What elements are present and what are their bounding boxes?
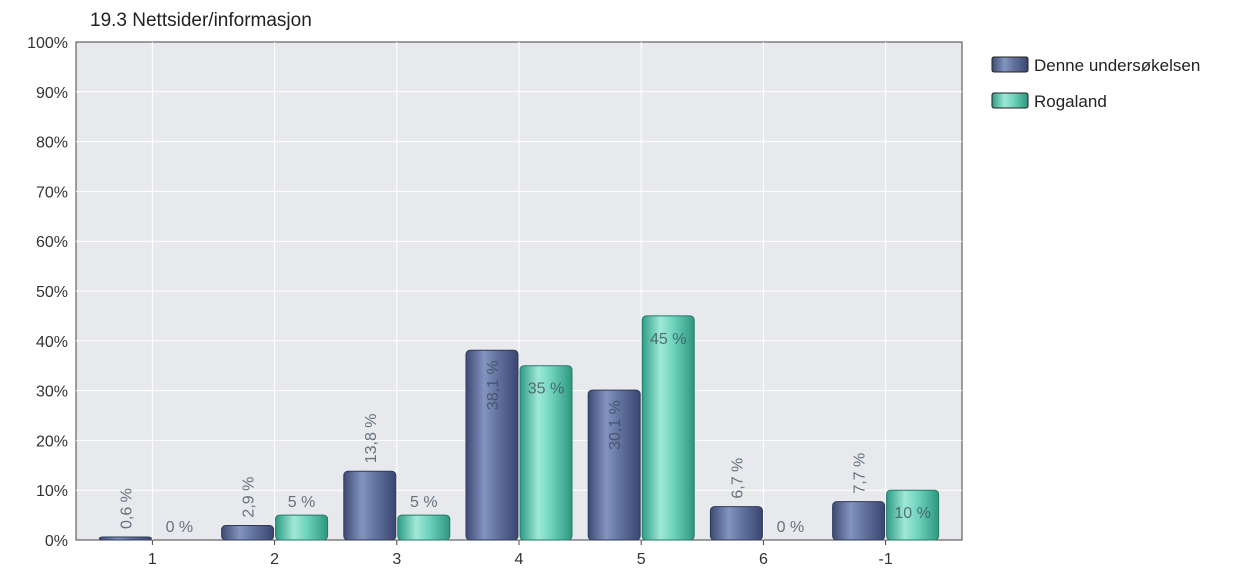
bar-series-1 — [343, 470, 397, 541]
y-tick-label: 30% — [36, 384, 68, 401]
data-label-series-1: 6,7 % — [729, 458, 746, 499]
data-label-series-2: 5 % — [288, 494, 316, 511]
y-tick-label: 70% — [36, 184, 68, 201]
bar-series-1 — [465, 349, 519, 541]
bars — [98, 315, 940, 541]
bar-series-2 — [519, 365, 573, 541]
data-label-series-2: 10 % — [894, 505, 930, 522]
bar-series-2 — [641, 315, 695, 541]
data-labels: 0,6 % 2,9 % 13,8 % 38,1 % 30,1 % 6,7 % 7,7 % 0 … — [118, 331, 930, 536]
x-tick-label: 3 — [392, 551, 401, 568]
legend-swatch-series-1 — [991, 56, 1029, 73]
y-axis: 0% 10% 20% 30% 40% 50% 60% 70% 80% 90% 100% — [27, 35, 68, 550]
x-tick-label: 1 — [148, 551, 157, 568]
data-label-series-2: 5 % — [410, 494, 438, 511]
x-axis: 1 2 3 4 5 6 -1 — [148, 540, 893, 568]
data-label-series-2: 0 % — [777, 519, 805, 536]
data-label-series-1: 38,1 % — [485, 360, 502, 410]
bar-series-1 — [709, 506, 763, 541]
bar-series-1 — [587, 389, 641, 541]
data-label-series-1: 0,6 % — [118, 488, 135, 529]
bar-series-2 — [275, 514, 329, 541]
y-tick-label: 60% — [36, 234, 68, 251]
y-tick-label: 20% — [36, 433, 68, 450]
data-label-series-2: 35 % — [528, 381, 564, 398]
y-tick-label: 50% — [36, 284, 68, 301]
y-tick-label: 90% — [36, 85, 68, 102]
chart-title: 19.3 Nettsider/informasjon — [90, 10, 312, 31]
bar-series-2 — [886, 489, 940, 541]
x-tick-label: 4 — [515, 551, 524, 568]
data-label-series-2: 0 % — [166, 519, 194, 536]
y-tick-label: 10% — [36, 483, 68, 500]
x-tick-label: 6 — [759, 551, 768, 568]
y-tick-label: 40% — [36, 334, 68, 351]
legend-label-series-1: Denne undersøkelsen — [1034, 56, 1200, 75]
data-label-series-2: 45 % — [650, 331, 686, 348]
legend-label-series-2: Rogaland — [1034, 92, 1107, 111]
data-label-series-1: 13,8 % — [363, 413, 380, 463]
y-tick-label: 80% — [36, 135, 68, 152]
gridlines — [76, 42, 962, 540]
y-tick-label: 100% — [27, 35, 68, 52]
legend: Denne undersøkelsen Rogaland — [991, 56, 1200, 111]
bar-series-1 — [221, 525, 275, 541]
data-label-series-1: 7,7 % — [852, 453, 869, 494]
data-label-series-1: 2,9 % — [241, 477, 258, 518]
x-tick-label: 2 — [270, 551, 279, 568]
x-tick-label: 5 — [637, 551, 646, 568]
y-tick-label: 0% — [45, 533, 68, 550]
x-tick-label: -1 — [879, 551, 893, 568]
bar-series-1 — [98, 536, 152, 541]
bar-series-1 — [832, 501, 886, 541]
data-label-series-1: 30,1 % — [607, 400, 624, 450]
legend-swatch-series-2 — [991, 92, 1029, 109]
bar-series-2 — [397, 514, 451, 541]
